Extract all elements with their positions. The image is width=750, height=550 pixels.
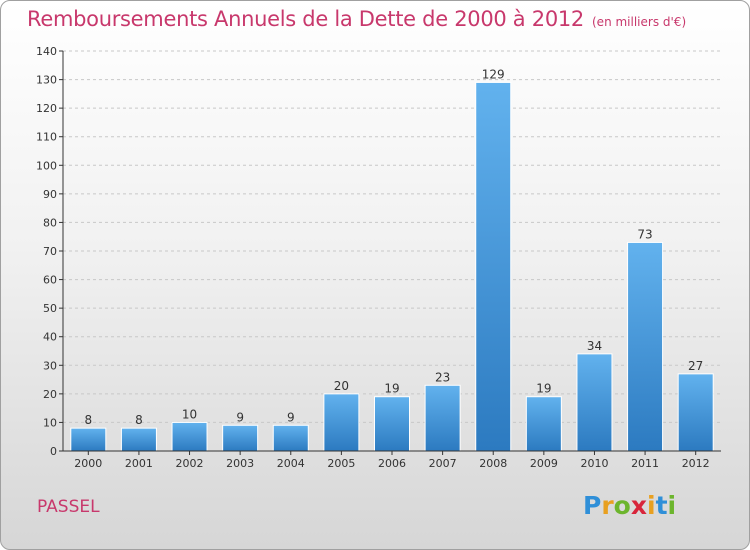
bar-value-label: 8: [135, 413, 143, 427]
bar-value-label: 9: [287, 410, 295, 424]
bar-value-label: 19: [536, 382, 551, 396]
x-tick-label: 2002: [176, 457, 204, 470]
logo-letter: t: [655, 491, 668, 520]
x-tick-label: 2003: [226, 457, 254, 470]
bar: [576, 353, 613, 452]
y-tick-label: 40: [43, 331, 57, 344]
axes: [62, 51, 721, 452]
logo-letter: o: [613, 491, 631, 520]
bar: [222, 424, 259, 452]
y-tick-label: 110: [36, 131, 57, 144]
bar: [677, 373, 714, 452]
y-tick-label: 0: [50, 445, 57, 458]
place-name: PASSEL: [37, 497, 100, 517]
x-tick-label: 2009: [530, 457, 558, 470]
bar: [475, 81, 512, 452]
y-tick-label: 100: [36, 159, 57, 172]
logo-letter: i: [667, 491, 677, 520]
x-tick-label: 2006: [378, 457, 406, 470]
logo-letter: P: [583, 491, 602, 520]
bar: [525, 396, 562, 452]
y-tick-label: 20: [43, 388, 57, 401]
bar: [627, 241, 664, 452]
bar: [374, 396, 410, 452]
x-tick-label: 2001: [125, 457, 153, 470]
y-axis-tick-labels: 0 10 20 30 40 50 60 70 80 90 100 110 120 130 140: [36, 45, 57, 458]
bar: [70, 427, 107, 452]
bar: [272, 424, 309, 452]
y-tick-label: 70: [43, 245, 57, 258]
chart-title-text: Remboursements Annuels de la Dette de 20…: [27, 7, 584, 31]
x-tick-label: 2008: [479, 457, 507, 470]
bar: [424, 384, 461, 452]
bar: [120, 427, 157, 452]
proxiti-logo: Proxiti: [583, 491, 676, 520]
y-tick-label: 50: [43, 302, 57, 315]
bar: [323, 393, 360, 452]
logo-letter: i: [647, 491, 656, 520]
chart-title: Remboursements Annuels de la Dette de 20…: [27, 7, 686, 31]
y-tick-label: 120: [36, 102, 57, 115]
logo-letter: x: [630, 491, 647, 520]
x-tick-label: 2010: [580, 457, 608, 470]
bar: [171, 421, 208, 452]
y-tick-label: 80: [43, 216, 57, 229]
bar-value-label: 73: [637, 227, 652, 241]
bar-value-label: 129: [482, 67, 505, 81]
x-tick-label: 2005: [327, 457, 355, 470]
x-tick-label: 2012: [682, 457, 710, 470]
bar-value-label: 19: [384, 382, 399, 396]
bar-value-label: 8: [84, 413, 92, 427]
bar-value-labels: 8 8 10 9 9 20 19 23 129 19 34 73 27: [84, 67, 703, 427]
x-tick-label: 2004: [277, 457, 305, 470]
x-axis-tick-labels: 2000 2001 2002 2003 2004 2005 2006 2007 2008 2009…: [74, 451, 710, 470]
x-tick-label: 2007: [429, 457, 457, 470]
bar-value-label: 20: [334, 379, 349, 393]
y-tick-label: 30: [43, 359, 57, 372]
y-tick-label: 140: [36, 45, 57, 58]
bar-value-label: 9: [236, 410, 244, 424]
x-tick-label: 2000: [74, 457, 102, 470]
y-tick-label: 10: [43, 416, 57, 429]
x-tick-label: 2011: [631, 457, 659, 470]
y-tick-label: 130: [36, 74, 57, 87]
bar-value-label: 27: [688, 359, 703, 373]
bar-value-label: 10: [182, 407, 197, 421]
bar-value-label: 34: [587, 339, 602, 353]
bar-value-label: 23: [435, 370, 450, 384]
logo-letter: r: [601, 491, 614, 520]
y-tick-label: 60: [43, 274, 57, 287]
chart-unit-subtitle: (en milliers d'€): [592, 15, 687, 29]
y-tick-label: 90: [43, 188, 57, 201]
